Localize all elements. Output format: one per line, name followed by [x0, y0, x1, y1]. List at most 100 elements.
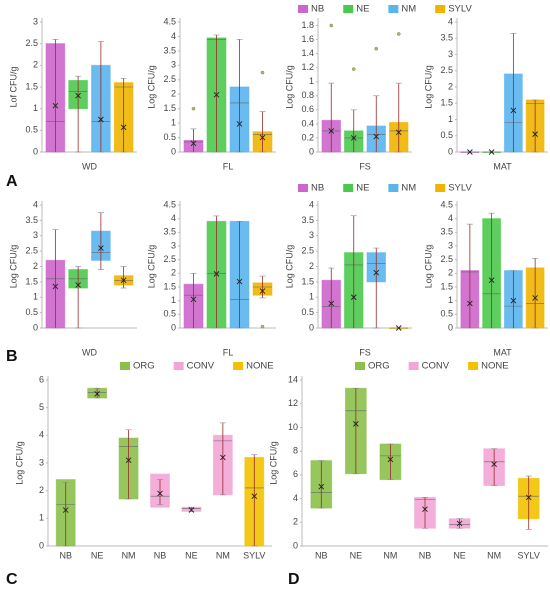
legend-label: SYLV: [448, 183, 472, 194]
y-tick-label: 0: [171, 146, 176, 156]
y-tick-label: 1: [448, 114, 453, 124]
legend-swatch: [343, 5, 354, 13]
mean-marker: [510, 107, 517, 114]
y-tick-label: 3: [309, 230, 314, 240]
legend-swatch: [435, 5, 446, 13]
y-axis-label: Log CFU/g: [284, 65, 294, 109]
y-tick-label: 0.5: [25, 125, 38, 135]
mean-marker: [188, 507, 195, 513]
panel-letter: C: [6, 571, 18, 588]
y-tick-label: 1: [309, 292, 314, 302]
legend-label: NM: [401, 183, 416, 194]
mean-marker: [190, 140, 197, 147]
y-tick-label: 2: [171, 89, 176, 99]
x-tick-label: NM: [487, 550, 501, 560]
mean-marker: [387, 456, 394, 463]
legend-label: NONE: [481, 361, 508, 372]
y-tick-label: 2: [448, 268, 453, 278]
y-tick-label: 2.5: [440, 254, 453, 264]
x-tick-label: NB: [315, 550, 328, 560]
x-tick-label: NM: [383, 550, 397, 560]
y-axis-label: Lof CFU/g: [8, 66, 18, 107]
y-tick-label: 2.5: [440, 65, 453, 75]
mean-marker: [75, 92, 81, 99]
x-axis-label: FL: [223, 161, 234, 171]
x-axis-label: FL: [223, 347, 234, 357]
mean-marker: [236, 278, 243, 285]
y-tick-label: 2: [448, 81, 453, 91]
legend-label: CONV: [187, 361, 215, 372]
legend-swatch: [388, 5, 399, 13]
x-tick-label: NE: [350, 550, 363, 560]
mean-marker: [467, 300, 473, 307]
legend-label: SYLV: [448, 4, 472, 15]
legend-swatch: [233, 362, 244, 370]
y-tick-label: 2: [39, 485, 44, 495]
mean-marker: [456, 520, 463, 527]
legend-swatch: [468, 362, 479, 370]
y-tick-label: 4: [39, 430, 44, 440]
x-tick-label: NB: [419, 550, 432, 560]
y-tick-label: 4: [448, 213, 453, 223]
outlier-point: [260, 324, 265, 329]
y-tick-label: 0: [293, 540, 298, 550]
y-tick-label: 2.5: [301, 246, 314, 256]
y-tick-label: 3.5: [440, 33, 453, 43]
mean-marker: [259, 134, 266, 141]
mean-marker: [467, 149, 473, 155]
y-tick-label: 0.5: [163, 132, 176, 142]
y-tick-label: 0.5: [440, 309, 453, 319]
y-tick-label: 3: [33, 16, 38, 26]
y-tick-label: 0.5: [440, 130, 453, 140]
mean-marker: [94, 391, 100, 397]
mean-marker: [328, 128, 335, 134]
y-tick-label: 2: [171, 268, 176, 278]
y-tick-label: 1.5: [25, 276, 38, 286]
y-tick-label: 1: [33, 292, 38, 302]
outlier-point: [351, 67, 356, 71]
x-axis-label: WD: [82, 347, 97, 357]
x-axis-label: FS: [359, 347, 371, 357]
legend-swatch: [435, 184, 446, 192]
x-tick-label: SYLV: [518, 550, 540, 560]
legend-swatch: [298, 5, 308, 13]
mean-marker: [532, 131, 538, 137]
x-axis-label: FS: [359, 161, 371, 171]
y-axis-label: Log CFU/g: [284, 245, 294, 289]
y-axis-label: Log CFU/g: [146, 245, 156, 289]
y-tick-label: 8: [293, 446, 298, 456]
panel-letter: D: [288, 571, 300, 588]
y-tick-label: 1: [309, 76, 314, 86]
y-tick-label: 1.5: [440, 98, 453, 108]
y-tick-label: 1.5: [163, 281, 176, 291]
y-tick-label: 2: [33, 60, 38, 70]
y-axis-label: Log CFU/g: [14, 441, 24, 485]
mean-marker: [350, 294, 357, 301]
x-tick-label: SYLV: [243, 550, 265, 560]
mean-marker: [259, 288, 266, 294]
y-tick-label: 1.4: [301, 48, 314, 58]
y-tick-label: 3: [448, 49, 453, 59]
y-tick-label: 3: [171, 60, 176, 70]
mean-marker: [62, 507, 69, 513]
y-tick-label: 0.5: [163, 309, 176, 319]
mean-marker: [120, 124, 127, 131]
y-tick-label: 0: [171, 322, 176, 332]
legend-label: NB: [311, 4, 324, 15]
mean-marker: [318, 483, 325, 490]
mean-marker: [213, 271, 220, 277]
y-tick-label: 3.5: [25, 215, 38, 225]
y-tick-label: 4.5: [163, 199, 176, 209]
mean-marker: [190, 296, 197, 303]
y-axis-label: Log CFU/g: [146, 65, 156, 109]
y-axis-label: Log CFU/g: [423, 245, 433, 289]
mean-marker: [350, 135, 357, 141]
mean-marker: [353, 421, 359, 427]
y-axis-label: Log CFU/g: [423, 65, 433, 109]
outlier-point: [260, 70, 265, 75]
x-axis-label: WD: [82, 161, 97, 171]
y-tick-label: 1: [171, 295, 176, 305]
panel-letter: B: [6, 348, 18, 365]
y-tick-label: 3.5: [301, 215, 314, 225]
